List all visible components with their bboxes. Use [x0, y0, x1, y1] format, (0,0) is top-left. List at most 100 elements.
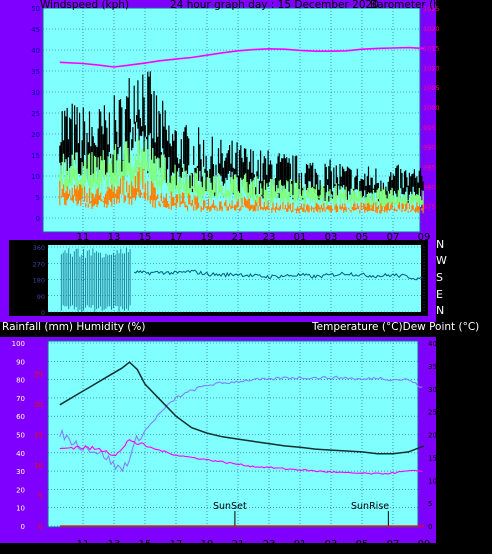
temperature-y-tick-label: 0	[428, 523, 432, 531]
wind-x-tick-label: 23	[263, 232, 276, 243]
wind-x-tick-label: 11	[77, 232, 90, 243]
compass-s: S	[436, 271, 443, 284]
bottom-strip	[0, 543, 492, 554]
wind-y-tick-label: 30	[31, 89, 40, 97]
wind-x-tick-label: 01	[294, 232, 307, 243]
direction-y-tick-label: 270	[33, 260, 45, 268]
sunrise-label: SunRise	[351, 501, 389, 512]
wind-x-tick-label: 03	[325, 232, 338, 243]
wind-y-tick-label: 0	[36, 215, 40, 223]
sunset-label: SunSet	[213, 501, 247, 512]
temperature-y-tick-label: 10	[428, 477, 437, 485]
barometer-y-tick-label: 1000	[423, 104, 440, 112]
barometer-y-tick-label: 980	[423, 183, 435, 191]
humidity-y-tick-label: 80	[16, 377, 25, 385]
humidity-y-tick-label: 100	[12, 340, 25, 348]
direction-erratic-trace	[60, 247, 131, 312]
humidity-y-tick-label: 70	[16, 395, 25, 403]
wind-x-tick-label: 13	[108, 232, 121, 243]
compass-w: W	[436, 254, 447, 267]
barometer-y-tick-label: 1025	[423, 5, 440, 13]
right-strip	[436, 0, 492, 554]
direction-y-tick-label: 360	[33, 244, 45, 252]
barometer-y-tick-label: 985	[423, 163, 435, 171]
wind-y-tick-label: 25	[31, 110, 40, 118]
humidity-y-tick-label: 90	[16, 358, 25, 366]
compass-n-top: N	[436, 238, 444, 251]
compass-n-bottom: N	[436, 304, 444, 317]
temp-x-tick-label: 15	[139, 539, 152, 550]
wind-x-tick-label: 09	[418, 232, 431, 243]
temperature-y-tick-label: 15	[428, 454, 437, 462]
wind-y-tick-label: 10	[31, 173, 40, 181]
rain-y-tick-label: 10	[34, 462, 43, 470]
temp-x-tick-label: 19	[201, 539, 214, 550]
temp-x-tick-label: 23	[263, 539, 276, 550]
temperature-y-tick-label: 25	[428, 409, 437, 417]
barometer-line	[59, 46, 425, 68]
humidity-line	[59, 375, 423, 473]
temp-x-tick-label: 05	[356, 539, 369, 550]
dewpoint-line	[59, 439, 423, 475]
barometer-y-tick-label: 1010	[423, 64, 440, 72]
compass-e: E	[436, 288, 443, 301]
rain-humidity-title: Rainfall (mm) Humidity (%)	[2, 321, 145, 333]
temperature-y-tick-label: 40	[428, 340, 437, 348]
temperature-y-tick-label: 30	[428, 386, 437, 394]
temp-x-tick-label: 13	[108, 539, 121, 550]
humidity-y-tick-label: 30	[16, 468, 25, 476]
direction-plot-area	[48, 245, 421, 312]
barometer-axis-title: Barometer (hpa)	[370, 0, 457, 11]
temp-x-tick-label: 11	[77, 539, 90, 550]
rain-y-tick-label: 25	[34, 371, 43, 379]
humidity-y-tick-label: 20	[16, 486, 25, 494]
wind-y-tick-label: 15	[31, 152, 40, 160]
barometer-y-tick-label: 990	[423, 144, 435, 152]
direction-line	[133, 269, 423, 281]
direction-y-tick-label: 90	[37, 293, 45, 301]
wind-x-tick-label: 19	[201, 232, 214, 243]
wind-x-tick-label: 05	[356, 232, 369, 243]
humidity-y-tick-label: 0	[21, 523, 25, 531]
temp-x-tick-label: 21	[232, 539, 245, 550]
barometer-y-tick-label: 975	[423, 203, 435, 211]
wind-y-tick-label: 45	[31, 26, 40, 34]
rain-y-tick-label: 5	[39, 493, 43, 501]
wind-x-tick-label: 17	[170, 232, 183, 243]
axis-ticks: 11 13 15 17 19 21 23 01 03 05 07 090510152025303540…	[12, 5, 440, 550]
humidity-y-tick-label: 40	[16, 450, 25, 458]
barometer-y-tick-label: 1020	[423, 25, 440, 33]
temperature-dewpoint-title: Temperature (°C)Dew Point (°C)	[311, 321, 479, 333]
wind-x-tick-label: 07	[387, 232, 400, 243]
wind-minimum-bars	[59, 167, 424, 214]
wind-x-tick-label: 15	[139, 232, 152, 243]
temperature-y-tick-label: 35	[428, 363, 437, 371]
wind-x-tick-label: 21	[232, 232, 245, 243]
series-layer	[59, 46, 425, 527]
barometer-y-tick-label: 995	[423, 124, 435, 132]
wind-y-tick-label: 50	[31, 5, 40, 13]
mid-strip	[0, 322, 436, 337]
temp-plot-area	[47, 340, 419, 528]
temp-x-tick-label: 03	[325, 539, 338, 550]
wind-y-tick-label: 20	[31, 131, 40, 139]
temperature-y-tick-label: 5	[428, 500, 432, 508]
wind-y-tick-label: 40	[31, 47, 40, 55]
temp-x-tick-label: 09	[418, 539, 431, 550]
barometer-y-tick-label: 1005	[423, 84, 440, 92]
wind-axis-title: Windspeed (kph)	[40, 0, 129, 11]
humidity-y-tick-label: 10	[16, 505, 25, 513]
humidity-y-tick-label: 60	[16, 413, 25, 421]
humidity-y-tick-label: 50	[16, 432, 25, 440]
rain-y-tick-label: 20	[34, 401, 43, 409]
temp-x-tick-label: 07	[387, 539, 400, 550]
wind-y-tick-label: 5	[36, 194, 40, 202]
wind-y-tick-label: 35	[31, 68, 40, 76]
rain-y-tick-label: 0	[39, 523, 43, 531]
temp-x-tick-label: 01	[294, 539, 307, 550]
direction-y-tick-label: 180	[33, 277, 45, 285]
barometer-y-tick-label: 1015	[423, 45, 440, 53]
graph-title: 24 hour graph day : 15 December 2020	[170, 0, 379, 11]
